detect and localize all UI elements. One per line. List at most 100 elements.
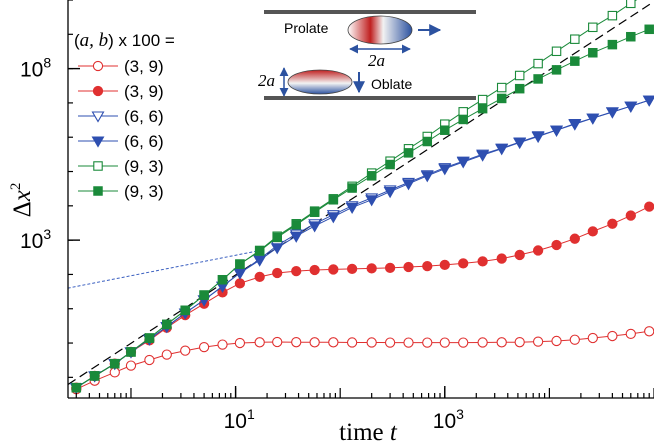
data-point	[514, 337, 525, 348]
data-point	[328, 195, 339, 205]
data-point	[551, 65, 562, 75]
axes	[67, 0, 654, 399]
series-2	[71, 201, 654, 393]
data-point	[199, 290, 209, 300]
data-point	[550, 125, 563, 137]
data-point	[383, 187, 397, 199]
legend-swatch-marker	[93, 186, 103, 196]
data-point	[217, 274, 228, 285]
data-point	[607, 330, 618, 342]
data-point	[346, 337, 358, 348]
legend-title: (a, b) x 100 =	[74, 30, 175, 51]
data-point	[477, 94, 488, 105]
data-point	[642, 95, 654, 107]
legend-entry: (3, 9)	[78, 57, 164, 76]
data-point	[440, 125, 450, 135]
data-point	[532, 245, 544, 256]
data-point	[272, 267, 283, 279]
x-axis-label: time t	[339, 419, 398, 446]
data-point	[570, 34, 580, 44]
data-point	[385, 159, 395, 170]
data-point	[570, 56, 580, 66]
series-line	[76, 330, 650, 390]
data-point	[569, 233, 580, 244]
legend-entry: (6, 6)	[78, 107, 164, 126]
x-tick-label: 101	[224, 406, 255, 433]
oblate-label: Oblate	[371, 76, 412, 92]
y-axis-label: Δx2	[8, 183, 36, 218]
prolate-axis-label: 2a	[368, 51, 385, 70]
data-point	[161, 349, 172, 360]
data-point	[496, 93, 507, 104]
data-point	[291, 220, 301, 230]
data-point	[235, 259, 245, 269]
data-point	[496, 253, 507, 264]
data-point	[532, 336, 544, 347]
data-point	[347, 183, 357, 193]
data-point	[291, 337, 302, 348]
legend-label: (3, 9)	[124, 57, 164, 76]
data-point	[289, 231, 303, 243]
data-point	[272, 336, 283, 348]
data-point	[644, 24, 654, 35]
data-point	[71, 382, 82, 393]
data-point	[89, 371, 100, 381]
data-point	[476, 150, 490, 162]
diffusive-reference-line	[68, 250, 258, 289]
data-point	[234, 278, 246, 289]
data-point	[626, 0, 636, 9]
legend: (a, b) x 100 = (3, 9) (3, 9) (6, 6) (6, 6) (…	[74, 30, 175, 201]
data-point	[254, 246, 265, 256]
data-point	[531, 131, 545, 144]
legend-label: (9, 3)	[124, 157, 164, 176]
legend-label: (6, 6)	[124, 107, 164, 126]
data-point	[458, 114, 468, 125]
legend-entry: (9, 3)	[78, 157, 164, 176]
data-point	[514, 70, 525, 81]
data-point	[217, 339, 228, 350]
data-point	[365, 195, 379, 207]
data-point	[233, 268, 247, 280]
data-point	[126, 347, 136, 357]
data-point	[254, 337, 265, 348]
data-point	[403, 261, 414, 273]
data-point	[607, 39, 618, 50]
data-point	[328, 264, 339, 275]
data-point	[144, 333, 155, 343]
data-point	[551, 335, 562, 347]
legend-swatch-marker	[91, 111, 105, 123]
data-point	[607, 10, 618, 21]
legend-label: (9, 3)	[124, 182, 164, 201]
legend-label: (6, 6)	[124, 132, 164, 151]
data-point	[309, 264, 320, 276]
legend-entry: (3, 9)	[78, 82, 164, 101]
data-point	[162, 319, 172, 330]
data-point	[569, 334, 580, 345]
data-point	[496, 82, 507, 93]
data-point	[420, 171, 434, 183]
data-point	[588, 47, 598, 58]
data-point	[180, 345, 191, 356]
data-point	[144, 354, 155, 366]
data-point	[533, 58, 543, 69]
legend-swatch-marker	[91, 136, 105, 148]
data-point	[180, 305, 190, 316]
legend-swatch-marker	[92, 60, 104, 72]
data-point	[402, 179, 415, 191]
data-point	[366, 171, 377, 181]
data-point	[644, 201, 654, 212]
data-point	[456, 157, 470, 169]
oblate-ellipsoid	[287, 69, 353, 95]
data-point	[110, 358, 120, 369]
prolate-ellipsoid	[347, 15, 413, 45]
data-point	[198, 341, 210, 353]
data-point	[366, 337, 377, 348]
data-point	[346, 263, 358, 275]
data-point	[125, 360, 137, 371]
data-point	[587, 332, 598, 344]
legend-label: (3, 9)	[124, 82, 164, 101]
data-point	[644, 326, 654, 337]
data-point	[587, 226, 598, 237]
data-point	[272, 232, 282, 243]
